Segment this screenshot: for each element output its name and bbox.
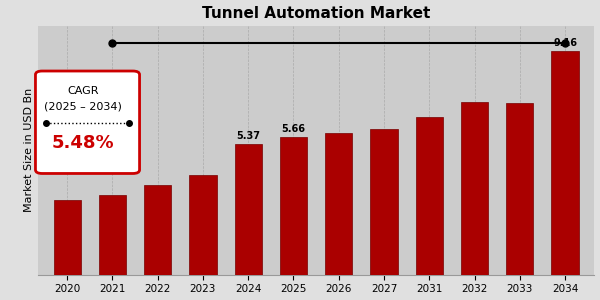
Bar [325,133,352,275]
Text: 9.16: 9.16 [553,38,577,48]
Bar [551,51,578,275]
Text: 5.66: 5.66 [281,124,305,134]
Bar [370,129,398,275]
Y-axis label: Market Size in USD Bn: Market Size in USD Bn [23,88,34,212]
Bar [416,117,443,275]
Bar [99,195,126,275]
Bar [461,101,488,275]
Bar [53,200,81,275]
Text: (2025 – 2034): (2025 – 2034) [44,101,122,111]
Text: CAGR: CAGR [67,85,99,95]
Bar [190,175,217,275]
Title: Tunnel Automation Market: Tunnel Automation Market [202,6,430,21]
FancyBboxPatch shape [35,71,140,173]
Text: 5.48%: 5.48% [52,134,114,152]
Bar [144,185,171,275]
Bar [506,103,533,275]
Bar [280,136,307,275]
Bar [235,144,262,275]
Text: 5.37: 5.37 [236,131,260,141]
